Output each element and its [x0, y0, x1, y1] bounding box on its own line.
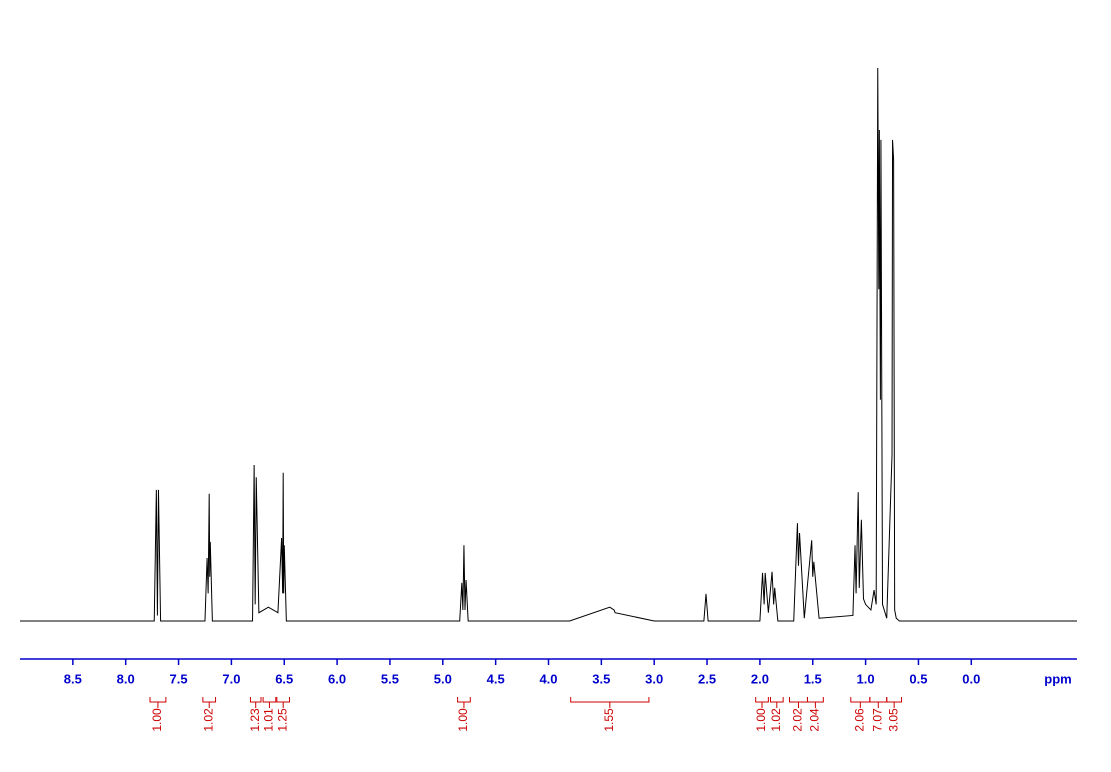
integral-label: 1.55 [602, 708, 616, 732]
x-tick-label: 3.0 [645, 671, 663, 686]
integral-label: 1.00 [754, 708, 768, 732]
x-tick-label: 1.0 [857, 671, 875, 686]
integral-bracket [262, 697, 277, 708]
integral-bracket [886, 697, 903, 708]
integral-label: 1.25 [275, 708, 289, 732]
integral-label: 1.01 [262, 708, 276, 732]
integral-bracket [276, 697, 291, 708]
x-tick-label: 2.5 [698, 671, 716, 686]
integral-bracket [249, 697, 262, 708]
x-tick-label: 5.0 [434, 671, 452, 686]
integral-label: 1.02 [201, 708, 215, 732]
x-tick-label: 5.5 [381, 671, 399, 686]
x-tick-label: 2.0 [751, 671, 769, 686]
integral-bracket [457, 697, 471, 708]
x-tick-label: 4.0 [539, 671, 557, 686]
integral-bracket [806, 697, 824, 708]
integral-bracket [850, 697, 871, 708]
integral-label: 3.05 [886, 708, 900, 732]
integral-label: 7.07 [870, 708, 884, 732]
integral-bracket [769, 697, 784, 708]
integral-label: 1.00 [456, 708, 470, 732]
integral-bracket [788, 697, 808, 708]
integral-label: 1.23 [248, 708, 262, 732]
x-tick-label: 6.5 [275, 671, 293, 686]
integral-label: 1.02 [769, 708, 783, 732]
x-tick-label: 8.0 [117, 671, 135, 686]
integral-label: 2.04 [808, 708, 822, 732]
integral-bracket [570, 697, 650, 708]
x-tick-label: 7.0 [222, 671, 240, 686]
integral-label: 2.02 [791, 708, 805, 732]
x-axis-label: ppm [1044, 671, 1071, 686]
x-tick-label: 6.0 [328, 671, 346, 686]
x-tick-label: 8.5 [64, 671, 82, 686]
x-tick-label: 4.5 [487, 671, 505, 686]
x-tick-label: 0.5 [909, 671, 927, 686]
integral-bracket [202, 697, 217, 708]
integral-label: 2.06 [852, 708, 866, 732]
spectrum-line [20, 67, 1077, 622]
x-tick-label: 7.5 [170, 671, 188, 686]
integral-label: 1.00 [150, 708, 164, 732]
x-tick-label: 0.0 [962, 671, 980, 686]
integral-bracket [149, 697, 167, 708]
integral-bracket [869, 697, 888, 708]
integral-bracket [755, 697, 769, 708]
x-tick-label: 3.5 [592, 671, 610, 686]
x-tick-label: 1.5 [804, 671, 822, 686]
